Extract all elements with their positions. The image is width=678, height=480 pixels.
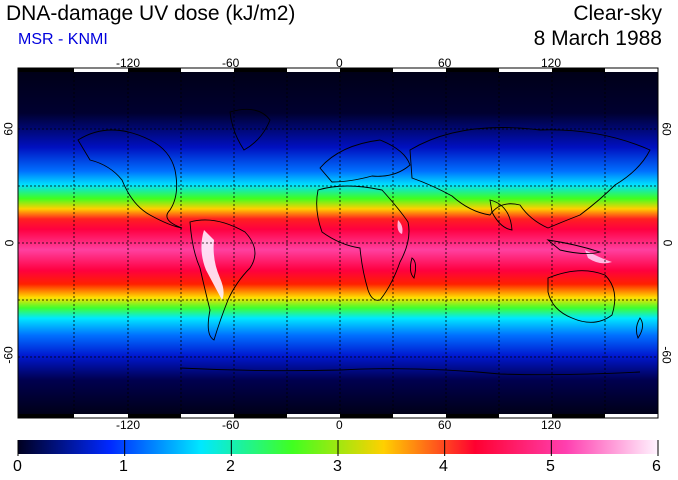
- coast-south-america: [189, 219, 256, 341]
- lon-tick-top: -60: [222, 56, 240, 70]
- lat-tick-left: -60: [1, 346, 16, 364]
- coast-north-america: [77, 129, 183, 229]
- map-title: DNA-damage UV dose (kJ/m2): [6, 2, 296, 25]
- lat-tick-right: 60: [659, 122, 674, 136]
- coast-new-zealand: [635, 317, 643, 339]
- lon-tick-bottom: 120: [541, 418, 562, 432]
- lon-tick-bottom: 0: [336, 418, 343, 432]
- colorbar-label: 1: [119, 458, 128, 475]
- colorbar-label: 5: [546, 458, 555, 475]
- coast-indonesia: [546, 239, 602, 255]
- coast-antarctica: [179, 367, 641, 376]
- coastlines: [77, 108, 651, 376]
- colorbar-label: 3: [333, 458, 342, 475]
- africa-highlight: [397, 220, 403, 234]
- andes-highlight: [201, 230, 224, 300]
- coast-madagascar: [409, 257, 417, 279]
- map-panel: [17, 67, 659, 419]
- lat-tick-left: 0: [2, 239, 17, 247]
- lon-tick-bottom: -60: [222, 418, 240, 432]
- graticule: [18, 72, 658, 414]
- colorbar-label: 2: [226, 458, 235, 475]
- coast-africa: [316, 185, 410, 301]
- coast-india: [489, 199, 513, 231]
- coast-asia: [409, 127, 651, 229]
- date-label: 8 March 1988: [533, 27, 662, 50]
- source-label: MSR - KNMI: [18, 31, 108, 48]
- lat-tick-right: -60: [659, 346, 674, 364]
- coast-australia: [547, 270, 616, 323]
- lon-tick-top: 120: [541, 56, 562, 70]
- lon-tick-top: -120: [116, 56, 141, 70]
- lat-tick-left: 60: [1, 122, 16, 136]
- lon-tick-top: 60: [438, 56, 452, 70]
- colorbar-label: 4: [439, 458, 448, 475]
- coast-europe: [319, 139, 411, 183]
- condition-label: Clear-sky: [573, 2, 662, 25]
- colorbar-ticks: [17, 440, 659, 456]
- colorbar-label: 6: [652, 458, 661, 475]
- lon-tick-top: 0: [336, 56, 343, 70]
- lon-tick-bottom: 60: [438, 418, 452, 432]
- lon-tick-bottom: -120: [116, 418, 141, 432]
- frame-border: [17, 67, 659, 419]
- lat-tick-right: 0: [660, 239, 675, 247]
- coast-greenland: [229, 108, 271, 151]
- colorbar-label: 0: [13, 458, 22, 475]
